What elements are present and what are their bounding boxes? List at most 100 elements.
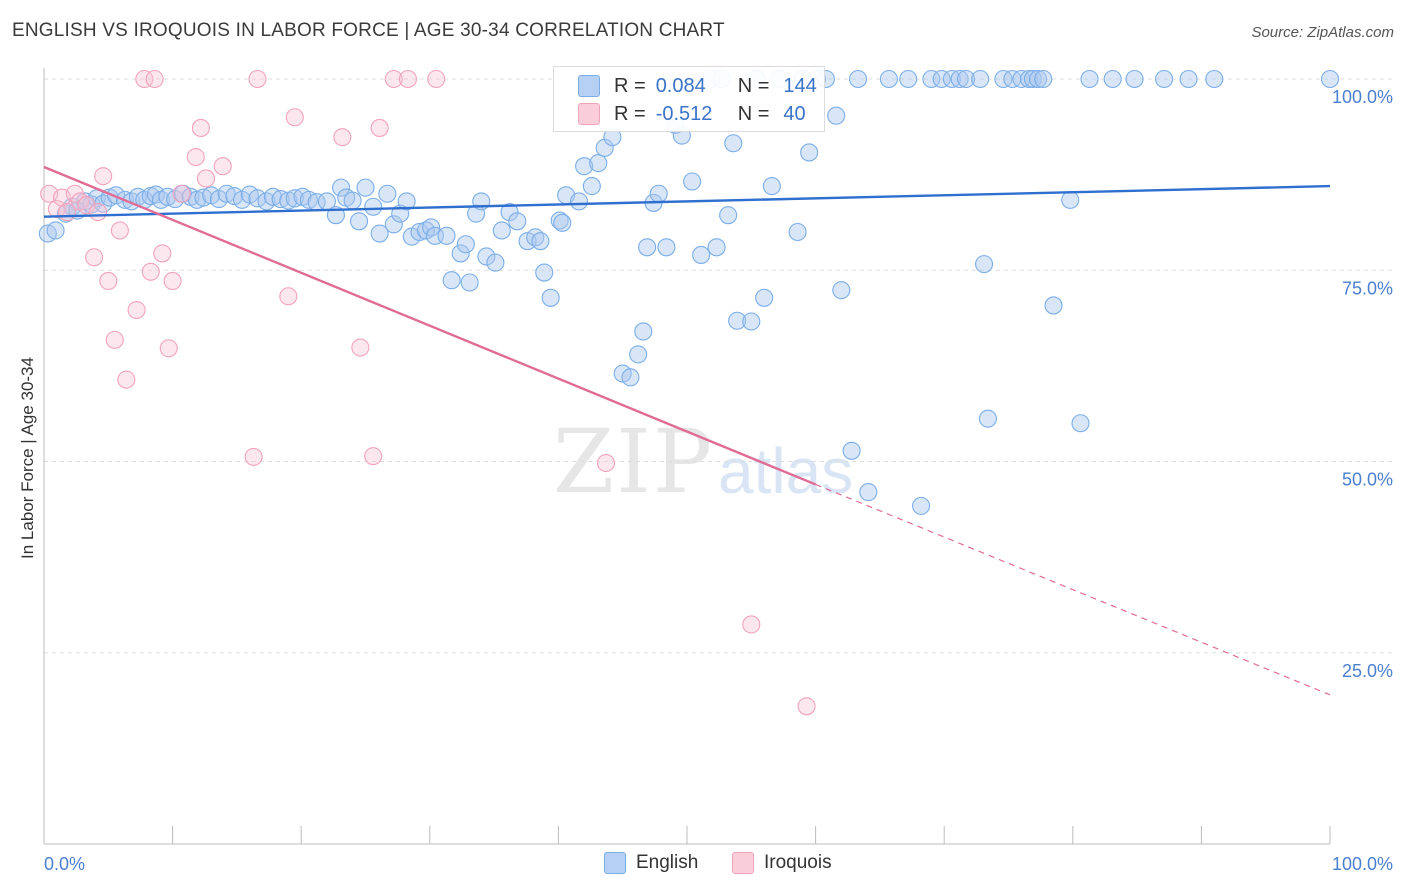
english-point [1205, 69, 1224, 89]
english-point [638, 238, 657, 257]
english-point [477, 247, 496, 266]
english-point [370, 224, 389, 243]
english-point [629, 345, 648, 364]
english-point [971, 69, 990, 89]
english-point [378, 184, 397, 203]
series-legend: English Iroquois [0, 852, 1406, 878]
chart-title: ENGLISH VS IROQUOIS IN LABOR FORCE | AGE… [12, 20, 725, 41]
english-legend-swatch [604, 852, 626, 874]
english-point [1034, 69, 1053, 89]
english-point [657, 238, 676, 257]
iroquois-point [384, 69, 403, 89]
english-point [1320, 69, 1340, 89]
english-point [356, 178, 375, 197]
english-point [364, 197, 383, 216]
iroquois-point [141, 262, 160, 281]
english-point [451, 244, 470, 263]
r-label: R = [614, 74, 646, 97]
english-point [707, 238, 726, 257]
iroquois-legend-label: Iroquois [764, 852, 832, 873]
iroquois-point [248, 69, 267, 89]
english-point [683, 172, 702, 191]
english-point [879, 69, 898, 89]
legend-item-english[interactable]: English [604, 852, 698, 874]
english-point [788, 222, 807, 242]
english-point [848, 69, 868, 89]
english-point [1061, 190, 1080, 209]
english-point [508, 212, 527, 231]
english-point [582, 177, 601, 196]
iroquois-point [110, 221, 129, 240]
english-point [621, 368, 640, 387]
iroquois-point [127, 300, 146, 320]
x-tick-label: 100.0% [1332, 854, 1393, 874]
english-point [285, 189, 304, 208]
source-credit: Source: ZipAtlas.com [1251, 24, 1394, 41]
iroquois-point [172, 184, 191, 203]
english-point [957, 69, 976, 89]
y-tick-label: 100.0% [1332, 87, 1393, 107]
iroquois-point [186, 147, 205, 167]
english-point [1155, 69, 1174, 89]
iroquois-point [196, 169, 216, 188]
english-point [634, 322, 653, 341]
english-swatch [578, 75, 600, 97]
english-point [535, 263, 554, 282]
iroquois-point [105, 330, 124, 349]
english-point [978, 409, 997, 428]
english-point [332, 178, 351, 197]
english-point [1044, 296, 1063, 315]
iroquois-swatch [578, 103, 600, 125]
english-point [589, 154, 608, 173]
english-point [1071, 414, 1090, 433]
iroquois-point [797, 697, 816, 716]
english-point [692, 245, 711, 264]
english-point [728, 311, 747, 330]
iroquois-point [742, 615, 761, 634]
y-tick-label: 50.0% [1342, 470, 1393, 490]
english-point [343, 191, 362, 210]
english-point [800, 143, 819, 162]
english-point [456, 235, 475, 254]
english-point [975, 255, 994, 274]
english-point [1125, 69, 1144, 89]
english-point [257, 192, 276, 211]
english-point [832, 281, 851, 300]
english-point [553, 213, 572, 232]
y-tick-label: 25.0% [1342, 661, 1393, 681]
iroquois-point [145, 69, 164, 89]
iroquois-trend-extension [815, 483, 1331, 696]
english-point [271, 190, 290, 209]
english-point [384, 215, 403, 234]
iroquois-point [244, 447, 263, 466]
english-point [531, 232, 550, 251]
english-point [410, 222, 429, 242]
english-legend-label: English [636, 852, 699, 873]
english-point [442, 271, 461, 290]
english-point [350, 212, 369, 231]
n-label: N = [737, 74, 770, 97]
english-point [397, 192, 416, 211]
legend-item-iroquois[interactable]: Iroquois [732, 852, 832, 874]
iroquois-point [364, 447, 383, 466]
english-point [950, 69, 969, 89]
english-point [762, 177, 781, 196]
english-point [1023, 69, 1042, 89]
english-point [500, 203, 519, 222]
english-point [742, 312, 761, 331]
iroquois-point [99, 271, 118, 291]
english-point [416, 221, 435, 240]
english-point [541, 288, 560, 307]
english-point [46, 221, 65, 240]
english-point [569, 192, 589, 211]
iroquois-point [85, 248, 104, 267]
iroquois-legend-swatch [732, 852, 754, 874]
english-point [724, 134, 743, 153]
english-point [550, 211, 569, 230]
english-trend-line [43, 184, 1331, 218]
iroquois-point [117, 370, 136, 389]
english-point [460, 273, 479, 292]
english-point [1029, 69, 1048, 89]
iroquois-n-value: 40 [783, 102, 806, 125]
